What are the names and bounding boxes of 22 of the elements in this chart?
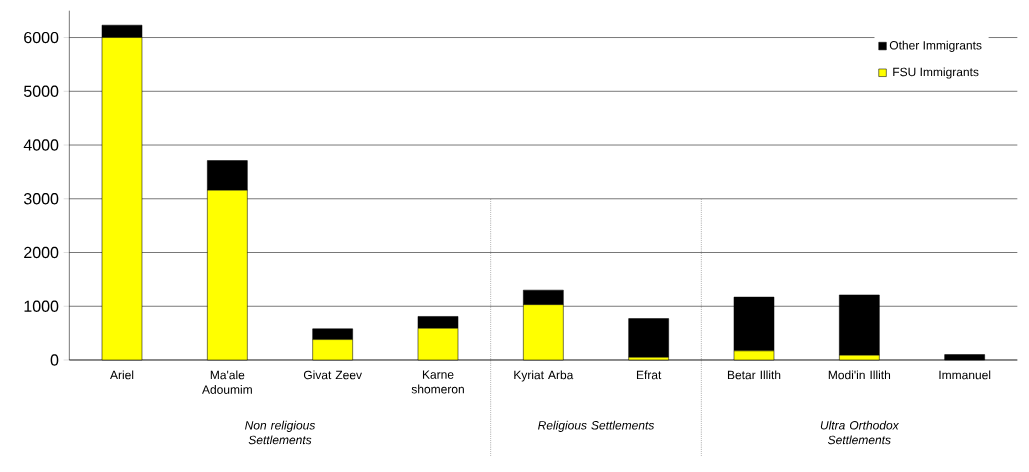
x-tick-label: Ariel [110,370,134,380]
y-tick-label: 1000 [24,300,59,312]
x-tick-label: Efrat [636,370,662,380]
x-tick-label: Karne shomeron [411,370,464,394]
x-tick-label: Ma'ale Adoumim [202,370,252,394]
y-tick-label: 2000 [24,246,59,259]
y-tick-label: 5000 [23,85,59,97]
legend-label: Other Immigrants [889,40,982,52]
x-tick-label: Betar Illith [727,370,781,380]
bar [628,318,669,358]
legend-label: FSU Immigrants [893,67,979,79]
x-tick-label: Kyriat Arba [514,370,574,382]
x-tick-label: Givat Zeev [303,370,362,380]
text: Ultra Orthodox Settlements [820,420,900,445]
y-tick-label: 4000 [23,139,59,151]
y-tick-label: 6000 [24,31,59,44]
y-tick-label: 0 [50,354,59,366]
x-tick-label: Modi'in Illith [828,370,891,380]
x-tick-label: Immanuel [939,370,991,380]
text: Religious Settlements [538,420,655,432]
y-tick-label: 3000 [23,193,59,205]
text: Non religious Settlements [245,420,316,445]
